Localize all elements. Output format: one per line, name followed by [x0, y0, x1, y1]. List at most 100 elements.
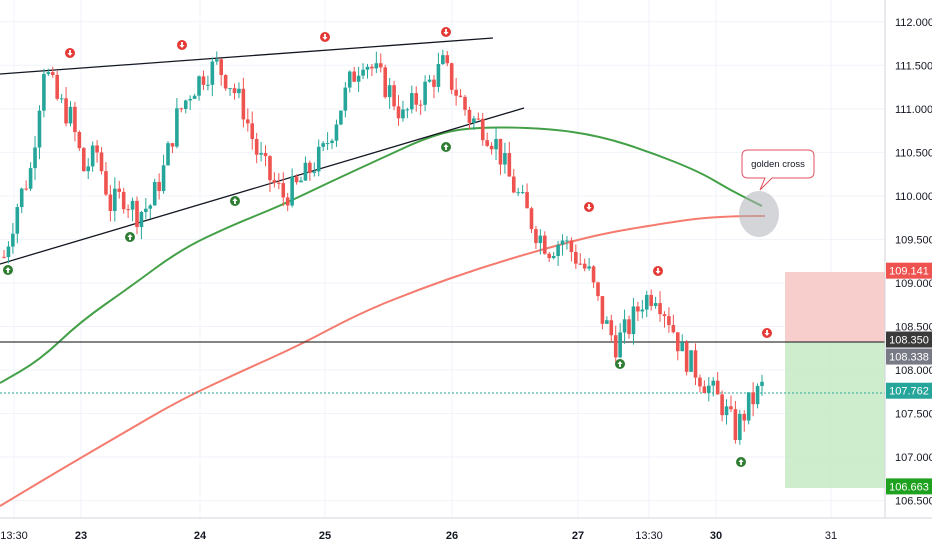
candle-body — [432, 79, 436, 87]
candle-body — [219, 59, 224, 76]
take-profit-zone[interactable] — [785, 342, 885, 488]
candle-body — [299, 180, 303, 183]
candle-body — [578, 263, 583, 265]
last-price-label[interactable]: 107.762 — [886, 382, 932, 399]
take-profit-label[interactable]: 106.663 — [886, 478, 932, 495]
lower-trendline[interactable] — [0, 107, 525, 265]
candle-body — [343, 87, 348, 111]
candle-body — [365, 66, 370, 70]
candle-body — [157, 181, 161, 191]
price-axis: 112.000 111.500 111.000 110.500 110.000 109.5… — [895, 17, 932, 508]
candle-body — [166, 143, 170, 166]
entry-label[interactable]: 108.338 — [886, 348, 932, 365]
candle-body — [197, 76, 201, 96]
candle-body — [542, 235, 547, 254]
candle-body — [352, 71, 356, 82]
candle-body — [520, 192, 525, 194]
price-tick-label: 111.000 — [895, 104, 932, 116]
candle-body — [86, 166, 91, 172]
candle-body — [671, 325, 676, 333]
candle-body — [467, 109, 472, 123]
stop-loss-zone[interactable] — [785, 272, 885, 342]
candle-body — [644, 294, 649, 310]
sell-signal-icon[interactable] — [584, 202, 594, 212]
price-tick-label: 110.000 — [895, 191, 932, 203]
candle-body — [170, 143, 175, 147]
candle-body — [370, 66, 374, 69]
candle-body — [312, 171, 317, 173]
candle-body — [401, 109, 405, 119]
golden-cross-label: golden cross — [751, 159, 805, 170]
candle-body — [28, 168, 33, 189]
candle-body — [214, 59, 219, 62]
candle-body — [636, 306, 640, 312]
buy-signal-icon[interactable] — [441, 142, 451, 152]
buy-signal-icon[interactable] — [125, 232, 135, 242]
buy-signal-icon[interactable] — [736, 457, 746, 467]
candle-body — [268, 156, 272, 181]
candle-body — [489, 145, 494, 150]
candle-body — [383, 67, 388, 98]
sell-signal-icon[interactable] — [762, 328, 772, 338]
candle-body — [228, 88, 232, 90]
sell-signal-icon[interactable] — [177, 40, 187, 50]
time-tick-label: 27 — [572, 530, 584, 542]
stop-loss-label[interactable]: 109.141 — [886, 262, 932, 279]
candle-body — [241, 88, 246, 120]
candle-body — [627, 319, 631, 335]
time-axis: 13:30 23 24 25 26 27 13:30 30 31 — [0, 530, 837, 542]
svg-text:108.350: 108.350 — [889, 335, 929, 347]
candle-body — [600, 296, 605, 324]
candle-body — [263, 153, 268, 157]
candle-body — [414, 93, 419, 105]
golden-cross-highlight[interactable] — [739, 191, 779, 237]
price-tick-label: 108.500 — [895, 321, 932, 333]
buy-signal-icon[interactable] — [615, 359, 625, 369]
candle-body — [724, 406, 729, 416]
sell-signal-icon[interactable] — [65, 48, 75, 58]
candle-body — [330, 140, 334, 144]
price-tick-label: 106.500 — [895, 496, 932, 508]
candle-body — [161, 165, 166, 191]
candle-body — [494, 138, 498, 150]
price-tick-label: 108.000 — [895, 365, 932, 377]
candle-body — [511, 176, 516, 193]
candle-body — [485, 140, 489, 146]
time-tick-label: 23 — [75, 530, 87, 542]
sell-signal-icon[interactable] — [441, 27, 451, 37]
candle-body — [423, 81, 427, 105]
horizontal-line-label[interactable]: 108.350 — [886, 331, 932, 348]
candle-body — [582, 263, 587, 269]
candle-body — [42, 73, 46, 111]
upper-trendline[interactable] — [0, 37, 494, 75]
candle-body — [591, 266, 596, 283]
ma-fast-line[interactable] — [0, 126, 763, 384]
sell-signal-icon[interactable] — [320, 32, 330, 42]
candle-body — [356, 75, 361, 82]
signal-markers — [3, 27, 772, 467]
buy-signal-icon[interactable] — [230, 196, 240, 206]
candle-body — [294, 176, 299, 183]
sell-signal-icon[interactable] — [653, 266, 663, 276]
candle-body — [24, 188, 28, 190]
ma-slow-line[interactable] — [0, 214, 765, 507]
candle-body — [126, 209, 130, 211]
time-tick-label: 26 — [446, 530, 458, 542]
candle-body — [378, 63, 383, 68]
candle-body — [246, 119, 250, 124]
candle-body — [707, 385, 711, 393]
candle-body — [755, 385, 760, 405]
buy-signal-icon[interactable] — [3, 265, 13, 275]
golden-cross-callout[interactable]: golden cross — [741, 149, 815, 191]
candle-body — [658, 303, 662, 315]
candle-body — [188, 98, 192, 101]
candle-body — [250, 123, 255, 140]
candle-body — [285, 197, 290, 206]
candle-body — [334, 124, 339, 141]
candle-body — [702, 386, 707, 393]
candle-body — [325, 143, 330, 145]
candle-body — [458, 95, 463, 97]
candle-body — [303, 162, 308, 181]
